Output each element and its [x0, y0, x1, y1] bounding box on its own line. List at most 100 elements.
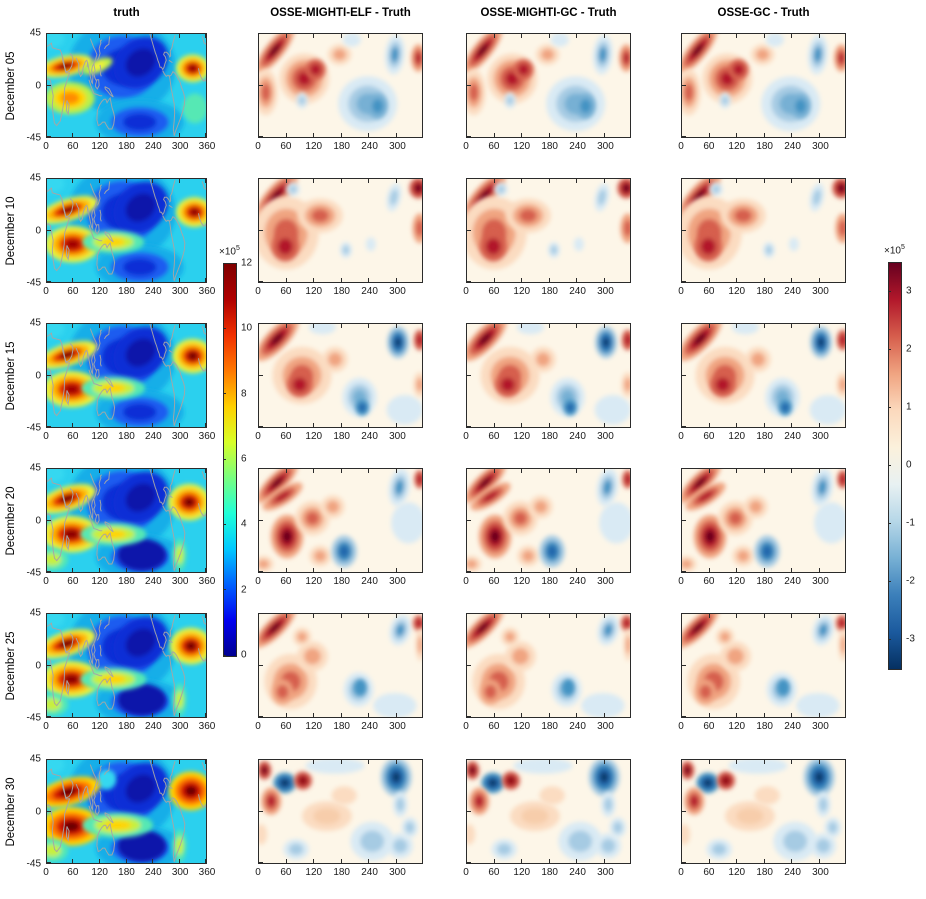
difference-contour-map	[682, 469, 845, 572]
x-tick-label: 180	[756, 576, 773, 587]
difference-contour-map	[467, 324, 630, 427]
colorbar-tick-label: 1	[906, 401, 912, 413]
x-tick-label: 180	[756, 286, 773, 297]
x-tick-label: 120	[305, 431, 323, 442]
x-tick-mark	[125, 133, 127, 137]
x-tick-mark	[313, 133, 315, 137]
x-tick-mark	[395, 469, 397, 473]
y-tick-label: -45	[26, 858, 41, 870]
x-tick-mark	[791, 34, 793, 38]
colorbar-tick-mark	[888, 348, 891, 350]
difference-contour-map	[259, 179, 422, 282]
y-tick-mark	[47, 613, 51, 614]
map-panel-osse-mighti-gc-row3	[466, 323, 631, 428]
y-tick-mark	[467, 229, 471, 231]
x-tick-mark	[791, 614, 793, 618]
y-tick-label: -45	[26, 277, 41, 289]
x-tick-mark	[178, 179, 180, 183]
x-tick-mark	[72, 423, 74, 427]
x-tick-mark	[576, 469, 578, 473]
x-tick-mark	[818, 423, 820, 427]
x-tick-mark	[576, 133, 578, 137]
x-tick-label: 0	[678, 721, 684, 732]
x-tick-mark	[125, 469, 127, 473]
x-tick-label: 120	[728, 141, 746, 152]
x-tick-mark	[548, 278, 550, 282]
y-tick-mark	[259, 862, 263, 863]
x-tick-label: 60	[67, 431, 79, 442]
x-tick-mark	[368, 34, 370, 38]
x-tick-mark	[576, 34, 578, 38]
x-tick-mark	[708, 179, 710, 183]
x-tick-mark	[178, 133, 180, 137]
x-tick-mark	[313, 34, 315, 38]
x-tick-mark	[72, 614, 74, 618]
x-tick-mark	[548, 133, 550, 137]
x-tick-label: 240	[144, 431, 162, 442]
x-tick-mark	[791, 133, 793, 137]
y-tick-mark	[467, 810, 471, 812]
x-tick-label: 300	[389, 286, 406, 297]
difference-contour-map	[259, 469, 422, 572]
x-tick-mark	[340, 324, 342, 328]
x-tick-mark	[98, 713, 100, 717]
x-tick-mark	[818, 614, 820, 618]
x-tick-mark	[340, 34, 342, 38]
y-tick-label: 0	[35, 80, 41, 91]
x-tick-mark	[395, 324, 397, 328]
y-tick-mark	[47, 178, 51, 179]
x-tick-mark	[125, 324, 127, 328]
y-tick-mark	[47, 33, 51, 34]
x-tick-mark	[205, 568, 206, 572]
x-tick-mark	[368, 324, 370, 328]
map-panel-osse-mighti-elf-row2	[258, 178, 423, 283]
x-tick-mark	[72, 278, 74, 282]
column-title-truth: truth	[113, 7, 140, 19]
x-tick-label: 240	[361, 286, 378, 297]
x-tick-label: 300	[812, 431, 829, 442]
map-panel-osse-gc-row1	[681, 33, 846, 138]
x-tick-mark	[521, 614, 523, 618]
y-tick-mark	[682, 613, 686, 614]
y-tick-mark	[682, 323, 686, 324]
colorbar-tick-label: 10	[241, 322, 253, 334]
x-tick-mark	[603, 34, 605, 38]
y-tick-mark	[259, 374, 263, 376]
x-tick-mark	[313, 469, 315, 473]
x-tick-label: 300	[812, 867, 829, 878]
x-tick-mark	[548, 859, 550, 863]
colorbar-tick-mark	[888, 406, 891, 408]
x-tick-mark	[368, 423, 370, 427]
y-tick-mark	[682, 571, 686, 572]
x-tick-mark	[763, 568, 765, 572]
x-tick-label: 240	[784, 286, 801, 297]
x-tick-label: 120	[513, 141, 531, 152]
x-tick-mark	[285, 568, 287, 572]
x-tick-mark	[205, 133, 206, 137]
x-tick-mark	[708, 760, 710, 764]
x-tick-label: 0	[678, 576, 684, 587]
x-tick-mark	[72, 133, 74, 137]
x-tick-label: 120	[513, 286, 531, 297]
x-tick-mark	[285, 324, 287, 328]
x-tick-label: 240	[144, 286, 162, 297]
y-tick-label: 45	[29, 27, 41, 39]
x-tick-mark	[818, 324, 820, 328]
colorbar-tick-label: 6	[241, 453, 247, 465]
x-tick-mark	[736, 859, 738, 863]
x-tick-mark	[603, 278, 605, 282]
coastlines-overlay	[47, 324, 206, 426]
x-tick-mark	[72, 324, 74, 328]
difference-contour-map	[682, 614, 845, 717]
x-tick-label: 300	[389, 576, 406, 587]
x-tick-label: 300	[171, 576, 189, 587]
x-tick-mark	[708, 859, 710, 863]
x-tick-mark	[791, 469, 793, 473]
x-tick-mark	[736, 34, 738, 38]
x-tick-mark	[818, 469, 820, 473]
x-tick-mark	[368, 760, 370, 764]
x-tick-label: 180	[333, 721, 350, 732]
x-tick-label: 180	[333, 141, 350, 152]
y-tick-mark	[47, 323, 51, 324]
x-tick-mark	[736, 423, 738, 427]
